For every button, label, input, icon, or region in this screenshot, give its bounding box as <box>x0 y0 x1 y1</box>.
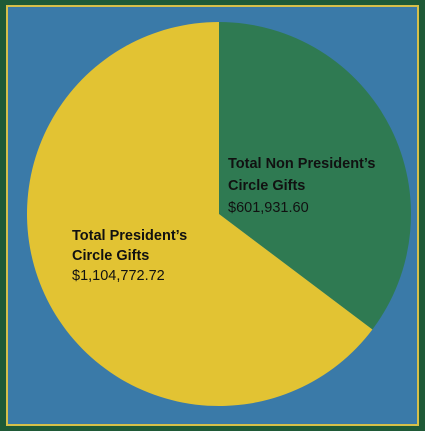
pie-slices <box>26 22 411 406</box>
slice-value-label: $1,104,772.72 <box>72 268 165 284</box>
pie-slice-presidents-circle <box>26 22 373 406</box>
slice-label-non-presidents-circle: Total Non President’s Circle Gifts $601,… <box>228 156 375 216</box>
slice-label-line: Total Non President’s <box>228 156 375 172</box>
slice-label-line: Total President’s <box>72 228 187 244</box>
slice-label-line: Circle Gifts <box>72 248 149 264</box>
pie-slice-non-presidents-circle <box>219 22 411 330</box>
slice-value-label: $601,931.60 <box>228 200 309 216</box>
slice-label-line: Circle Gifts <box>228 178 305 194</box>
slice-label-presidents-circle: Total President’s Circle Gifts $1,104,77… <box>72 228 187 284</box>
